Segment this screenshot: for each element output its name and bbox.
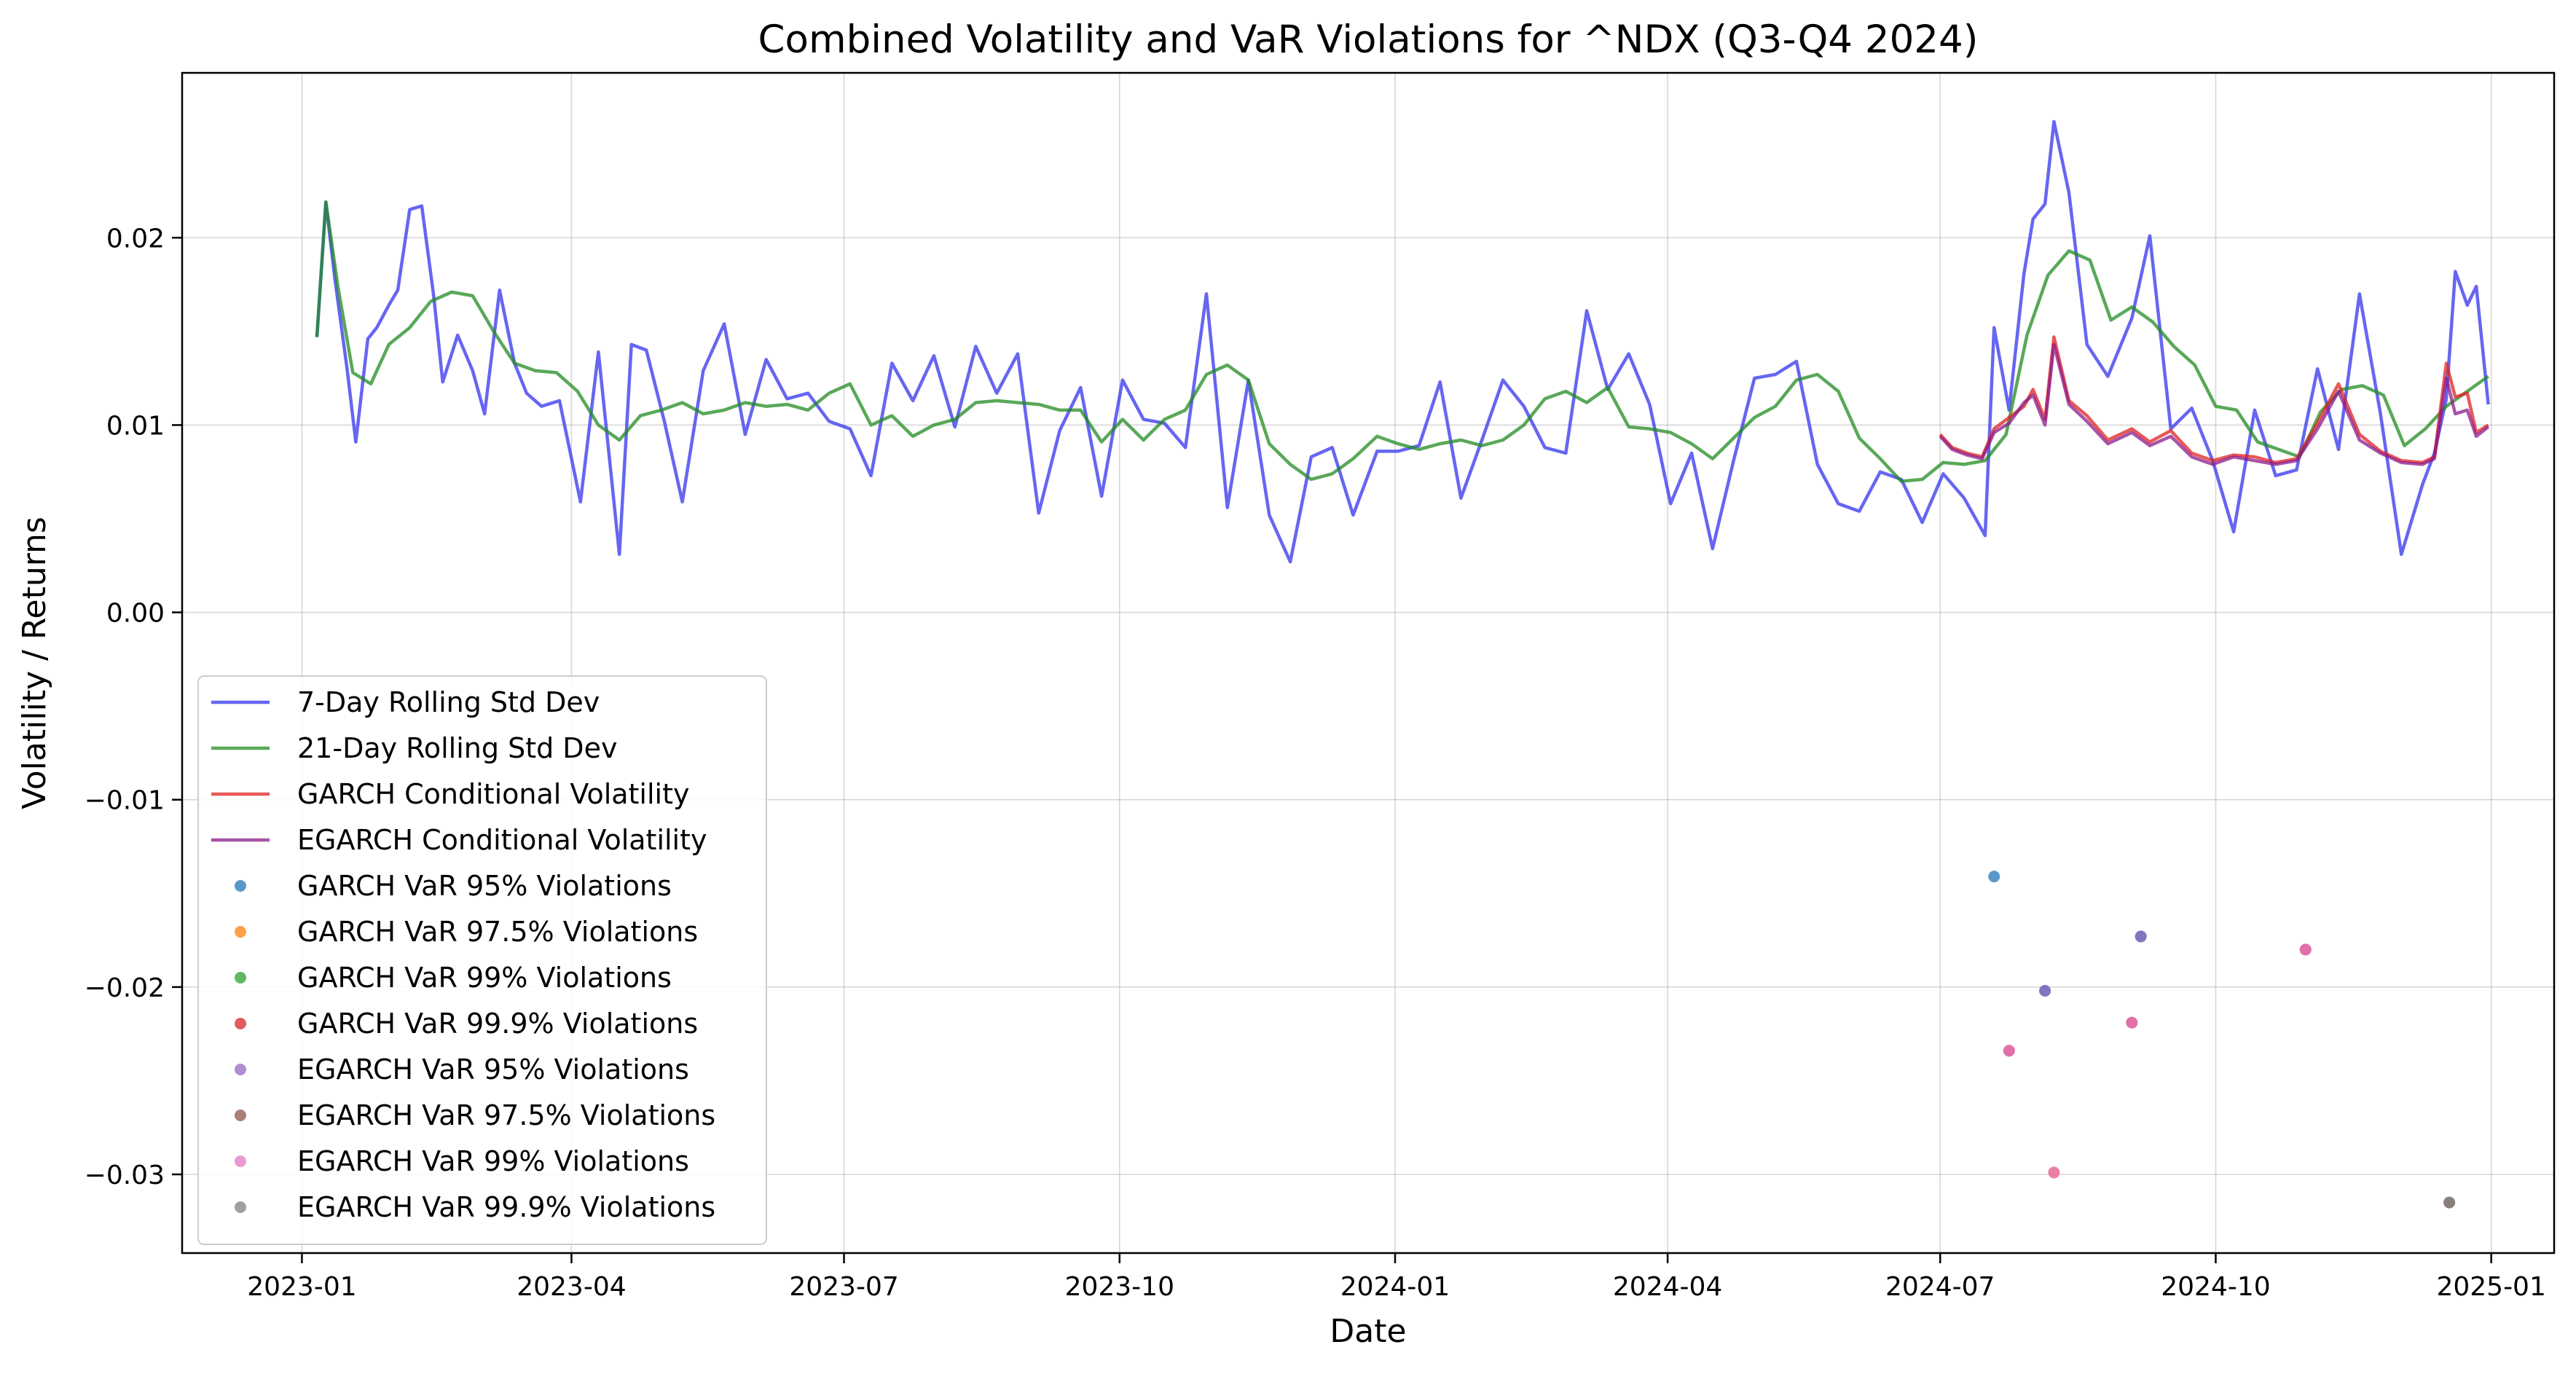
legend-swatch-dot (235, 1018, 246, 1029)
legend-entry-label: EGARCH VaR 95% Violations (297, 1053, 689, 1086)
legend-swatch-dot (235, 1110, 246, 1121)
legend-entry-label: EGARCH VaR 99% Violations (297, 1145, 689, 1177)
x-tick-label: 2023-01 (247, 1272, 356, 1302)
legend-entry-label: GARCH VaR 99.9% Violations (297, 1008, 698, 1040)
legend-box (197, 675, 767, 1245)
legend-entry-label: GARCH VaR 97.5% Violations (297, 916, 698, 948)
legend-entry-label: GARCH VaR 99% Violations (297, 962, 672, 994)
legend-entry-label: EGARCH VaR 99.9% Violations (297, 1191, 715, 1223)
point-egarch-var-95-violations (2039, 985, 2051, 997)
x-axis-label: Date (1330, 1313, 1406, 1350)
legend-swatch-dot (235, 972, 246, 984)
point-egarch-var-95-violations (2135, 930, 2147, 943)
y-tick-label: 0.00 (106, 599, 165, 629)
point-egarch-var-99-violations (2048, 1166, 2060, 1179)
x-tick-label: 2025-01 (2436, 1272, 2545, 1302)
legend-swatch-dot (235, 880, 246, 892)
legend-swatch-dot (235, 1201, 246, 1213)
chart-title: Combined Volatility and VaR Violations f… (758, 17, 1979, 62)
x-tick-label: 2024-01 (1340, 1272, 1450, 1302)
legend-entry-label: 7-Day Rolling Std Dev (297, 686, 600, 718)
legend-entry-label: EGARCH Conditional Volatility (297, 824, 707, 856)
legend-entry-label: EGARCH VaR 97.5% Violations (297, 1099, 715, 1131)
y-tick-label: −0.01 (85, 786, 165, 816)
point-egarch-var-99-violations (2126, 1016, 2138, 1029)
x-tick-label: 2023-10 (1065, 1272, 1174, 1302)
x-tick-label: 2023-07 (789, 1272, 898, 1302)
point-garch-var-95-violations (1988, 871, 2000, 883)
series-line-7-day-rolling-std-dev (315, 119, 2490, 564)
x-tick-label: 2023-04 (517, 1272, 626, 1302)
y-axis-label: Volatility / Returns (16, 517, 53, 809)
axis-ticks: 2023-01 2023-04 2023-07 2023-10 2024-01 2024-… (85, 224, 2546, 1302)
x-tick-label: 2024-04 (1613, 1272, 1722, 1302)
legend-entry-label: 21-Day Rolling Std Dev (297, 732, 617, 764)
plot-frame (181, 71, 2556, 1255)
series-line-egarch-conditional-volatility (1939, 342, 2489, 466)
point-egarch-var-99-9-violations (2443, 1196, 2456, 1209)
y-tick-label: −0.02 (85, 973, 165, 1003)
x-tick-label: 2024-07 (1885, 1272, 1995, 1302)
series-line-21-day-rolling-std-dev (315, 200, 2489, 483)
point-egarch-var-99-violations (2003, 1045, 2015, 1057)
point-egarch-var-99-violations (2299, 943, 2312, 956)
legend-swatch-dot (235, 926, 246, 938)
legend: 7-Day Rolling Std Dev 21-Day Rolling Std … (197, 675, 767, 1245)
y-tick-label: 0.01 (106, 411, 165, 441)
legend-swatch-dot (235, 1064, 246, 1075)
y-tick-label: 0.02 (106, 224, 165, 254)
grid (182, 73, 2554, 1253)
legend-swatch-dot (235, 1155, 246, 1167)
legend-entry-label: GARCH Conditional Volatility (297, 778, 690, 810)
x-tick-label: 2024-10 (2161, 1272, 2270, 1302)
series-area (315, 119, 2490, 1209)
legend-entry-label: GARCH VaR 95% Violations (297, 870, 672, 902)
y-tick-label: −0.03 (85, 1161, 165, 1190)
